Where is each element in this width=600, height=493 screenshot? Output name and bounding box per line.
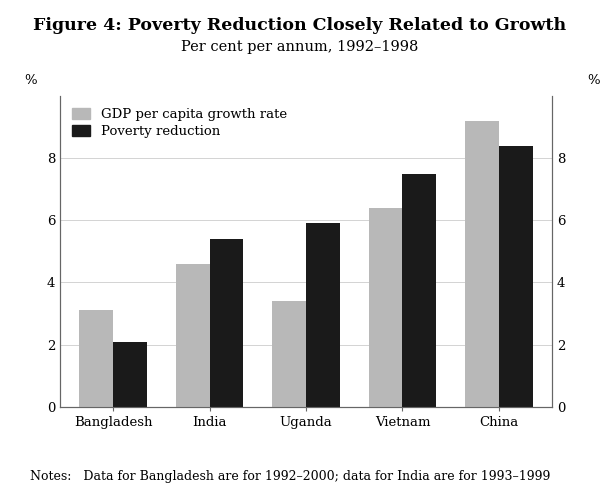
Bar — [499, 146, 533, 407]
Bar — [113, 342, 147, 407]
Text: Notes:   Data for Bangladesh are for 1992–2000; data for India are for 1993–1999: Notes: Data for Bangladesh are for 1992–… — [30, 470, 550, 483]
Bar — [306, 223, 340, 407]
Bar — [272, 301, 306, 407]
Bar — [465, 121, 499, 407]
Bar — [176, 264, 209, 407]
Legend: GDP per capita growth rate, Poverty reduction: GDP per capita growth rate, Poverty redu… — [67, 103, 292, 143]
Bar — [403, 174, 436, 407]
Bar — [369, 208, 403, 407]
Text: Per cent per annum, 1992–1998: Per cent per annum, 1992–1998 — [181, 40, 419, 54]
Bar — [209, 239, 243, 407]
Text: %: % — [587, 74, 600, 87]
Bar — [79, 311, 113, 407]
Text: Figure 4: Poverty Reduction Closely Related to Growth: Figure 4: Poverty Reduction Closely Rela… — [34, 17, 566, 34]
Text: %: % — [24, 74, 37, 87]
